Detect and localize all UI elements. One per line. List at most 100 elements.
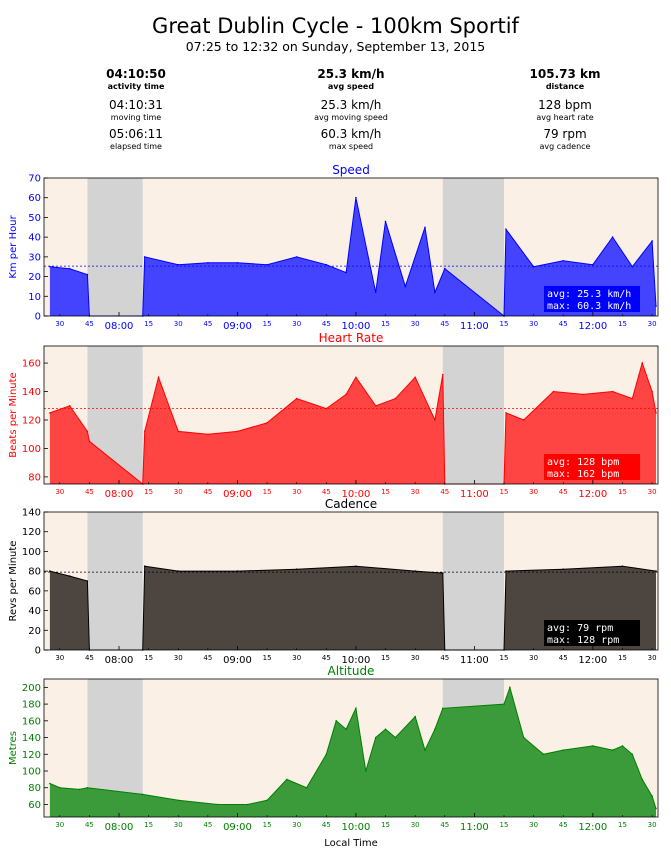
x-major-tick-label: 12:00 (578, 321, 607, 332)
y-tick-label: 60 (28, 586, 41, 597)
data-point (86, 273, 89, 276)
data-point (582, 393, 584, 396)
data-point (59, 786, 61, 789)
data-point (611, 236, 614, 238)
x-major-tick-label: 08:00 (105, 655, 134, 666)
stats-column-distance: 105.73 km distance 128 bpm avg heart rat… (465, 67, 665, 156)
y-axis-label: Revs per Minute (8, 541, 19, 622)
x-minor-tick-label: 15 (381, 821, 390, 829)
data-point (384, 220, 387, 223)
data-point (68, 267, 71, 270)
x-minor-tick-label: 45 (440, 320, 449, 328)
data-point (621, 565, 624, 567)
stats-annotation-line: avg: 128 bpm (547, 457, 619, 468)
y-tick-label: 120 (22, 527, 41, 538)
x-minor-tick-label: 45 (322, 488, 331, 496)
y-tick-label: 140 (22, 508, 41, 519)
x-minor-tick-label: 30 (529, 654, 538, 662)
y-axis-label: Beats per Minute (8, 372, 19, 457)
x-minor-tick-label: 30 (55, 821, 64, 829)
data-point (641, 778, 643, 781)
moving-time-value: 04:10:31 (109, 98, 163, 112)
data-point (434, 419, 436, 421)
stats-annotation-line: avg: 79 rpm (547, 623, 613, 634)
data-point (631, 397, 634, 400)
data-point (236, 262, 239, 264)
data-point (542, 753, 545, 756)
x-minor-tick-label: 45 (85, 488, 94, 496)
data-point (651, 795, 653, 797)
x-minor-tick-label: 30 (55, 320, 64, 328)
data-point (207, 262, 209, 264)
activity-time-label: activity time (107, 82, 165, 91)
data-point (236, 430, 239, 433)
data-point (562, 749, 564, 751)
x-minor-tick-label: 30 (411, 320, 420, 328)
data-point (355, 707, 357, 710)
x-minor-tick-label: 15 (144, 488, 153, 496)
stats-column-time: 04:10:50 activity time 04:10:31 moving t… (36, 67, 236, 156)
data-point (384, 728, 387, 730)
x-minor-tick-label: 30 (292, 488, 301, 496)
data-point (414, 376, 417, 379)
data-point (355, 196, 357, 199)
data-point (216, 803, 219, 806)
y-tick-label: 120 (22, 415, 41, 426)
activity-time-value: 04:10:50 (106, 67, 166, 81)
y-tick-label: 140 (22, 387, 41, 398)
data-point (592, 263, 594, 266)
x-minor-tick-label: 45 (203, 821, 212, 829)
data-point (68, 405, 71, 407)
data-point (266, 422, 268, 424)
y-axis-label: Metres (8, 731, 19, 765)
y-tick-label: 80 (28, 472, 41, 483)
stats-annotation-line: max: 128 rpm (547, 635, 619, 646)
x-major-tick-label: 12:00 (578, 655, 607, 666)
y-tick-label: 0 (35, 312, 41, 323)
x-minor-tick-label: 30 (648, 320, 657, 328)
x-minor-tick-label: 15 (144, 320, 153, 328)
x-minor-tick-label: 15 (618, 488, 627, 496)
data-point (434, 728, 436, 730)
y-tick-label: 100 (22, 767, 41, 778)
data-point (177, 263, 180, 266)
avg-moving-speed-label: avg moving speed (314, 113, 388, 122)
data-point (631, 753, 634, 756)
elapsed-time-label: elapsed time (110, 142, 162, 151)
x-minor-tick-label: 30 (174, 654, 183, 662)
x-minor-tick-label: 45 (85, 821, 94, 829)
x-minor-tick-label: 30 (529, 320, 538, 328)
x-minor-tick-label: 15 (144, 654, 153, 662)
data-point (88, 440, 91, 443)
stats-annotation-box (544, 454, 640, 480)
data-point (592, 745, 594, 747)
distance-label: distance (545, 82, 585, 91)
data-point (143, 256, 146, 258)
x-minor-tick-label: 30 (411, 821, 420, 829)
pause-region (442, 512, 505, 650)
data-point (414, 715, 417, 718)
pause-region (87, 178, 143, 316)
stats-column-speed: 25.3 km/h avg speed 25.3 km/h avg moving… (251, 67, 451, 156)
y-tick-label: 40 (28, 606, 41, 617)
x-major-tick-label: 10:00 (342, 655, 371, 666)
y-tick-label: 40 (28, 233, 41, 244)
data-point (655, 570, 657, 572)
x-major-tick-label: 10:00 (342, 321, 371, 332)
y-tick-label: 100 (22, 444, 41, 455)
data-point (394, 736, 397, 739)
x-major-tick-label: 11:00 (460, 655, 489, 666)
x-minor-tick-label: 15 (263, 488, 272, 496)
series-area (49, 197, 656, 316)
data-point (266, 799, 268, 802)
data-point (78, 788, 81, 791)
x-minor-tick-label: 30 (55, 488, 64, 496)
data-point (345, 271, 347, 274)
avg-cadence-value: 79 rpm (543, 127, 587, 141)
y-tick-label: 200 (22, 683, 41, 694)
avg-heart-rate-value: 128 bpm (538, 98, 592, 112)
data-point (365, 770, 367, 772)
x-minor-tick-label: 15 (381, 654, 390, 662)
chart-title: Cadence (325, 497, 377, 511)
y-tick-label: 180 (22, 700, 41, 711)
